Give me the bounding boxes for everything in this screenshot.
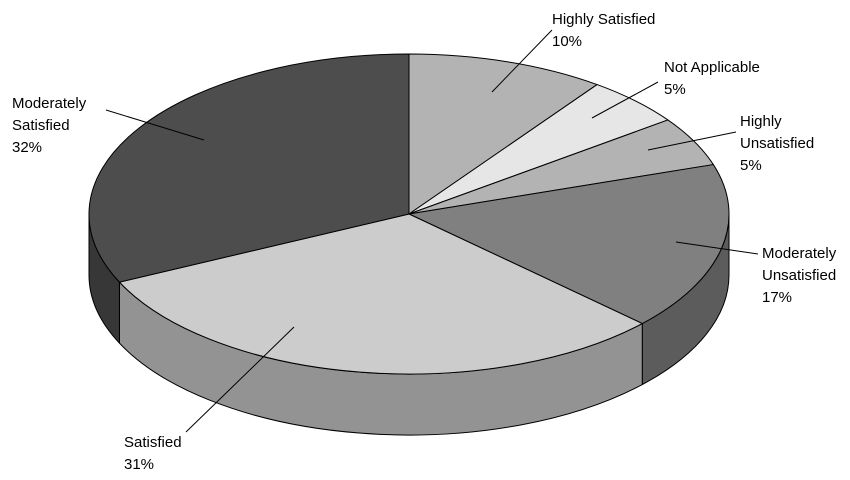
- leader-line-moderately-unsatisfied: [675, 241, 759, 255]
- slice-percent: 10%: [552, 33, 582, 50]
- slice-name: Unsatisfied: [762, 267, 836, 284]
- slice-name: Highly: [740, 113, 782, 130]
- pie-slice-satisfied: [118, 213, 643, 375]
- slice-percent: 17%: [762, 289, 792, 306]
- slice-name: Moderately: [762, 245, 837, 262]
- slice-name: Satisfied: [124, 434, 182, 451]
- slice-label-satisfied: Satisfied 31%: [124, 434, 182, 473]
- slice-label-not-applicable: Not Applicable 5%: [664, 59, 760, 98]
- leader-line-moderately-satisfied: [105, 109, 205, 141]
- slice-label-moderately-satisfied: Moderately Satisfied 32%: [12, 95, 87, 156]
- slice-name: Not Applicable: [664, 59, 760, 76]
- slice-name: Highly Satisfied: [552, 11, 655, 28]
- leader-line-highly-unsatisfied: [647, 131, 737, 151]
- slice-percent: 5%: [740, 157, 762, 174]
- leader-line-satisfied: [185, 326, 295, 433]
- slice-percent: 31%: [124, 456, 154, 473]
- slice-name: Satisfied: [12, 117, 70, 134]
- slice-percent: 32%: [12, 139, 42, 156]
- leader-lines: [105, 29, 759, 433]
- leader-line-highly-satisfied: [491, 29, 553, 93]
- pie-slice-highly-satisfied: [408, 53, 598, 215]
- slice-name: Unsatisfied: [740, 135, 814, 152]
- slice-percent: 5%: [664, 81, 686, 98]
- leader-line-not-applicable: [591, 81, 659, 119]
- slice-labels: Highly Satisfied 10%Not Applicable 5%Highl…: [12, 11, 837, 473]
- slice-label-highly-unsatisfied: Highly Unsatisfied 5%: [740, 113, 814, 174]
- pie-slice-moderately-satisfied: [88, 53, 410, 283]
- pie-slices: [88, 53, 730, 375]
- slice-label-moderately-unsatisfied: Moderately Unsatisfied 17%: [762, 245, 837, 306]
- slice-name: Moderately: [12, 95, 87, 112]
- slice-label-highly-satisfied: Highly Satisfied 10%: [552, 11, 655, 50]
